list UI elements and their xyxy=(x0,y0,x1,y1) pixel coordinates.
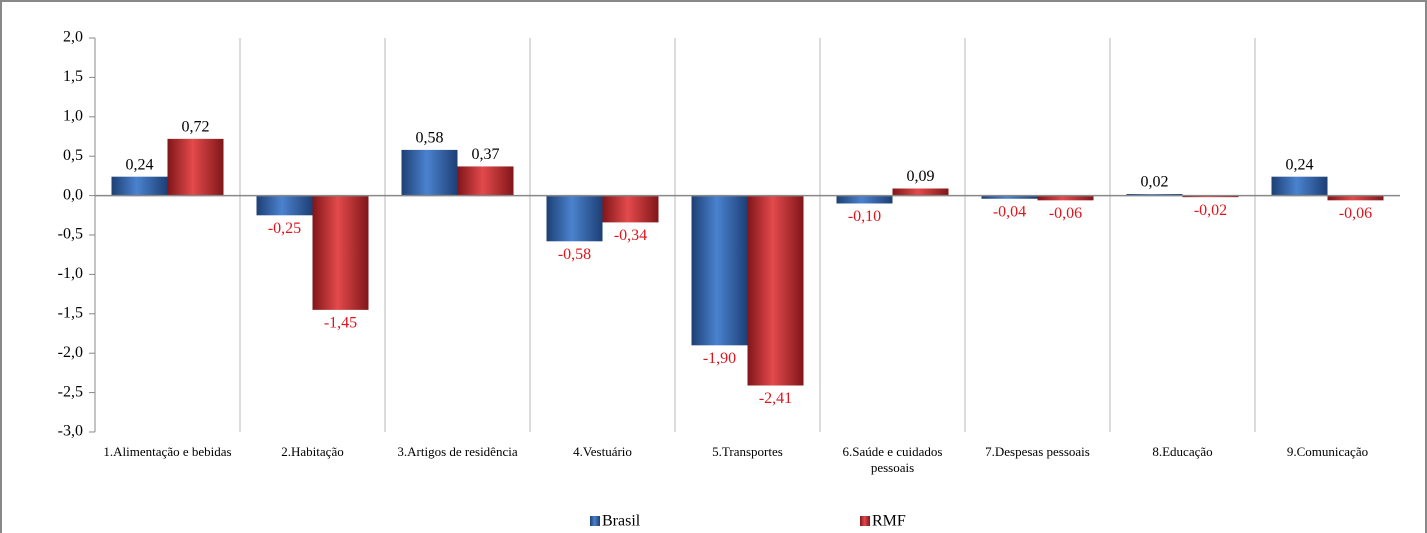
bar xyxy=(836,195,893,204)
bar xyxy=(457,166,514,196)
y-tick-label: 1,0 xyxy=(63,107,83,124)
x-tick-label: 6.Saúde e cuidados pessoais xyxy=(842,444,943,475)
value-label: -0,34 xyxy=(614,227,647,244)
legend-swatch xyxy=(860,516,870,526)
x-tick-label: 8.Educação xyxy=(1152,444,1213,459)
value-label: -0,04 xyxy=(993,203,1026,220)
y-tick-label: -1,5 xyxy=(58,304,83,321)
bar xyxy=(401,149,458,196)
value-label: -0,06 xyxy=(1049,205,1082,222)
x-tick-label: 1.Alimentação e bebidas xyxy=(103,444,232,459)
bar xyxy=(1182,195,1239,198)
y-tick-label: 1,5 xyxy=(63,68,83,85)
bar xyxy=(312,195,369,310)
bar xyxy=(111,176,168,196)
y-tick-label: -2,5 xyxy=(58,383,83,400)
x-tick-label: 4.Vestuário xyxy=(573,444,632,459)
value-label: -0,25 xyxy=(268,220,301,237)
bar xyxy=(691,195,748,346)
value-label: -0,58 xyxy=(558,246,591,263)
value-label: 0,58 xyxy=(416,130,444,147)
bar xyxy=(1126,194,1183,196)
x-tick-label: 9.Comunicação xyxy=(1286,444,1369,459)
y-tick-label: 0,5 xyxy=(63,147,83,164)
value-label: -2,41 xyxy=(759,390,792,407)
y-tick-label: -3,0 xyxy=(58,423,83,440)
x-tick-label: 7.Despesas pessoais xyxy=(985,444,1090,459)
legend-label: RMF xyxy=(872,513,906,530)
value-label: 0,72 xyxy=(182,119,210,136)
x-tick-label: 2.Habitação xyxy=(281,444,344,459)
y-tick-label: 0,0 xyxy=(63,186,83,203)
value-label: -0,10 xyxy=(848,208,881,225)
value-label: 0,09 xyxy=(907,168,935,185)
x-tick-label: 5.Transportes xyxy=(712,444,783,459)
bar xyxy=(1037,195,1094,201)
bar xyxy=(546,195,603,242)
legend-swatch xyxy=(590,516,600,526)
bar xyxy=(602,195,659,223)
legend-label: Brasil xyxy=(602,513,641,530)
y-tick-label: -1,0 xyxy=(58,265,83,282)
value-label: 0,24 xyxy=(1286,156,1314,173)
value-label: 0,24 xyxy=(126,156,154,173)
value-label: -1,90 xyxy=(703,350,736,367)
bar xyxy=(256,195,313,216)
y-tick-label: -2,0 xyxy=(58,344,83,361)
bar xyxy=(981,195,1038,199)
value-label: 0,37 xyxy=(472,146,500,163)
bar xyxy=(167,138,224,196)
value-label: -0,06 xyxy=(1339,205,1372,222)
bar xyxy=(1271,176,1328,196)
y-tick-label: 2,0 xyxy=(63,29,83,46)
value-label: -0,02 xyxy=(1194,202,1227,219)
bar xyxy=(747,195,804,386)
y-tick-label: -0,5 xyxy=(58,226,83,243)
bar xyxy=(1327,195,1384,201)
x-tick-label: 3.Artigos de residência xyxy=(397,444,518,459)
bar xyxy=(892,188,949,196)
value-label: -1,45 xyxy=(324,315,357,332)
value-label: 0,02 xyxy=(1141,174,1169,191)
